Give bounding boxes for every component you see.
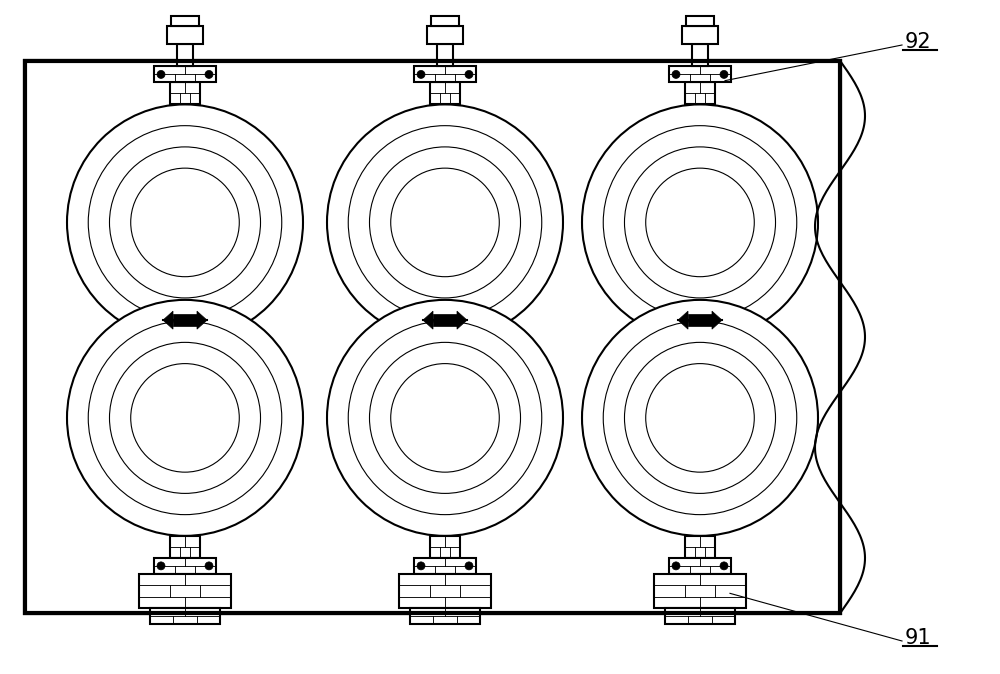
Polygon shape	[25, 61, 840, 613]
Circle shape	[348, 321, 542, 515]
Polygon shape	[197, 311, 207, 329]
Circle shape	[67, 300, 303, 536]
Circle shape	[624, 147, 776, 298]
Circle shape	[205, 70, 213, 78]
Polygon shape	[712, 311, 722, 329]
Polygon shape	[669, 558, 731, 574]
Polygon shape	[682, 26, 718, 44]
Circle shape	[391, 168, 499, 277]
Circle shape	[465, 70, 473, 78]
Circle shape	[205, 562, 213, 570]
Polygon shape	[414, 558, 476, 574]
Polygon shape	[685, 536, 715, 558]
Polygon shape	[433, 314, 457, 326]
Polygon shape	[678, 311, 688, 329]
Polygon shape	[654, 574, 746, 608]
Polygon shape	[167, 26, 203, 44]
Circle shape	[720, 562, 728, 570]
Polygon shape	[414, 67, 476, 82]
Circle shape	[88, 125, 282, 319]
Polygon shape	[399, 574, 491, 608]
Circle shape	[465, 562, 473, 570]
Circle shape	[348, 125, 542, 319]
Polygon shape	[427, 26, 463, 44]
Circle shape	[646, 363, 754, 472]
Polygon shape	[173, 314, 197, 326]
Circle shape	[417, 70, 425, 78]
Polygon shape	[410, 608, 480, 624]
Polygon shape	[685, 82, 715, 104]
Polygon shape	[437, 44, 453, 67]
Polygon shape	[688, 314, 712, 326]
Circle shape	[327, 300, 563, 536]
Polygon shape	[139, 574, 231, 608]
Circle shape	[88, 321, 282, 515]
Polygon shape	[686, 16, 714, 26]
Polygon shape	[669, 67, 731, 82]
Circle shape	[391, 363, 499, 472]
Polygon shape	[150, 608, 220, 624]
Circle shape	[327, 104, 563, 340]
Circle shape	[672, 70, 680, 78]
Circle shape	[157, 562, 165, 570]
Circle shape	[109, 147, 261, 298]
Polygon shape	[154, 67, 216, 82]
Polygon shape	[430, 536, 460, 558]
Circle shape	[417, 562, 425, 570]
Polygon shape	[430, 82, 460, 104]
Polygon shape	[163, 311, 173, 329]
Text: 92: 92	[905, 32, 932, 52]
Circle shape	[624, 342, 776, 493]
Circle shape	[672, 562, 680, 570]
Polygon shape	[170, 82, 200, 104]
Text: 91: 91	[905, 628, 932, 648]
Polygon shape	[154, 558, 216, 574]
Circle shape	[603, 321, 797, 515]
Circle shape	[720, 70, 728, 78]
Circle shape	[582, 104, 818, 340]
Polygon shape	[177, 44, 193, 67]
Circle shape	[582, 300, 818, 536]
Circle shape	[369, 147, 521, 298]
Polygon shape	[27, 63, 838, 611]
Circle shape	[369, 342, 521, 493]
Polygon shape	[170, 536, 200, 558]
Polygon shape	[692, 44, 708, 67]
Polygon shape	[457, 311, 467, 329]
Circle shape	[157, 70, 165, 78]
Polygon shape	[423, 311, 433, 329]
Circle shape	[109, 342, 261, 493]
Circle shape	[131, 363, 239, 472]
Circle shape	[131, 168, 239, 277]
Polygon shape	[665, 608, 735, 624]
Polygon shape	[171, 16, 199, 26]
Polygon shape	[431, 16, 459, 26]
Circle shape	[646, 168, 754, 277]
Circle shape	[67, 104, 303, 340]
Circle shape	[603, 125, 797, 319]
